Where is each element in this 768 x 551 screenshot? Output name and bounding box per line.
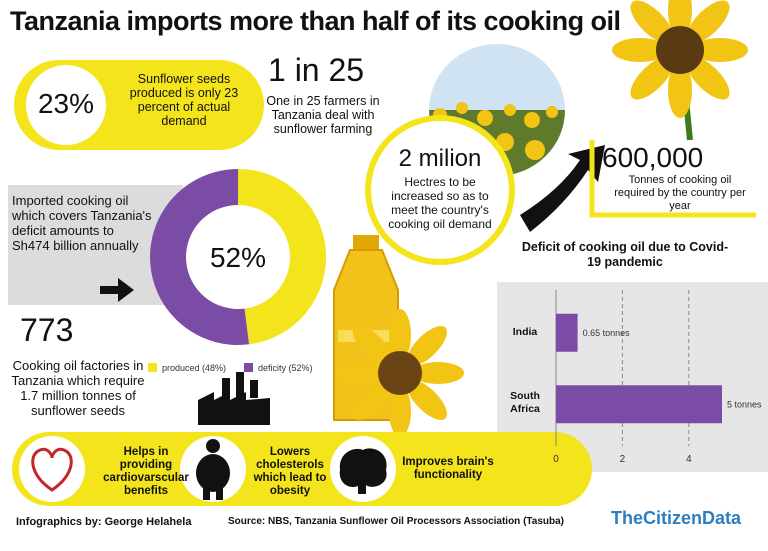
x-tick-label: 2 <box>620 454 626 465</box>
hectares-text: Hectres to be increased so as to meet th… <box>388 175 492 231</box>
brain-icon <box>339 448 387 494</box>
donut-slice <box>238 169 327 345</box>
factories-value: 773 <box>20 312 74 348</box>
factory-icon <box>198 372 270 425</box>
farmers-value: 1 in 25 <box>268 52 365 88</box>
benefit-text: Helps in providing cardiovarscular benef… <box>103 446 189 497</box>
body-icon <box>196 439 230 500</box>
heart-icon <box>31 447 73 492</box>
seeds-text: Sunflower seeds produced is only 23 perc… <box>129 72 239 128</box>
x-tick-label: 4 <box>686 454 692 465</box>
y-tick-label: South Africa <box>510 390 540 416</box>
legend-label: produced (48%) <box>162 363 226 373</box>
seeds-circle <box>26 65 106 145</box>
bar <box>556 385 722 424</box>
legend-swatch <box>148 363 157 372</box>
source: Source: NBS, Tanzania Sunflower Oil Proc… <box>228 516 565 527</box>
farmers-text: One in 25 farmers in Tanzania deal with … <box>266 94 380 136</box>
donut-slice <box>150 169 250 345</box>
x-tick-label: 0 <box>553 454 559 465</box>
pointer-arrow <box>100 278 134 302</box>
seeds-value: 23% <box>37 88 95 119</box>
factories-text: Cooking oil factories in Tanzania which … <box>11 358 145 418</box>
benefits-band <box>12 432 592 506</box>
tonnes-text: Tonnes of cooking oil required by the co… <box>614 174 746 212</box>
sunflower-top <box>612 0 748 141</box>
y-tick-label: India <box>512 325 538 338</box>
legend-label: deficity (52%) <box>258 363 313 373</box>
donut-center-label: 52% <box>210 242 266 273</box>
benefit-text: Lowers cholesterols which lead to obesit… <box>253 446 327 497</box>
bar-chart-title: Deficit of cooking oil due to Covid-19 p… <box>521 240 729 269</box>
credit: Infographics by: George Helahela <box>16 516 192 528</box>
brand: TheCitizenData <box>611 508 742 528</box>
legend-swatch <box>244 363 253 372</box>
imported-text: Imported cooking oil which covers Tanzan… <box>12 193 152 253</box>
hectares-circle <box>365 115 515 265</box>
growth-arrow <box>520 145 605 232</box>
bar-value-label: 0.65 tonnes <box>583 328 631 338</box>
title: Tanzania imports more than half of its c… <box>10 6 621 36</box>
hectares-value: 2 milion <box>398 145 482 172</box>
tonnes-frame <box>589 140 756 218</box>
bar-value-label: 5 tonnes <box>727 399 762 409</box>
sunflower-bottom <box>336 309 464 437</box>
tonnes-value: 600,000 <box>602 142 704 173</box>
benefit-text: Improves brain's functionality <box>402 456 494 481</box>
bar <box>556 313 578 352</box>
